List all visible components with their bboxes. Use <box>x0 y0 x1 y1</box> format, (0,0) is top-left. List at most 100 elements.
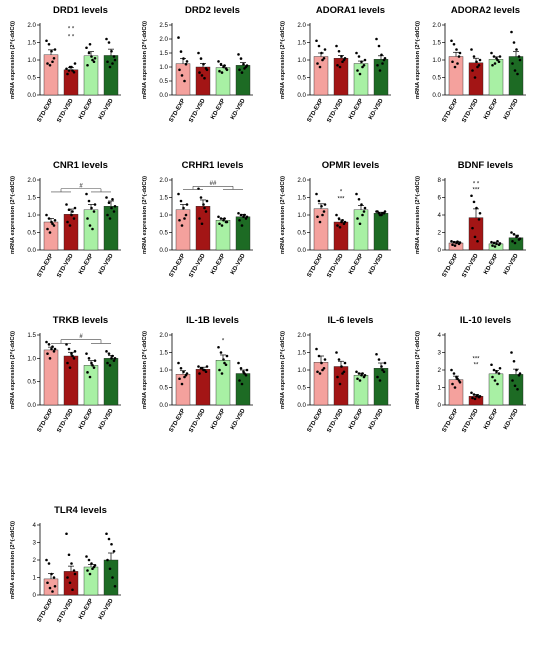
data-point <box>337 358 341 361</box>
data-point <box>492 55 496 58</box>
data-point <box>470 48 473 51</box>
data-point <box>220 372 224 375</box>
data-point <box>493 379 497 382</box>
data-point <box>323 358 327 361</box>
significance-stars: *** <box>337 196 345 202</box>
data-point <box>512 232 516 236</box>
bar-std-vsd <box>195 66 211 96</box>
bar-std-vsd <box>333 221 349 251</box>
data-point <box>515 368 518 372</box>
y-axis-label: mRNA expression (2^(-ddCt)) <box>10 176 16 254</box>
data-point <box>239 213 243 217</box>
data-point <box>377 358 381 361</box>
y-tick-label: 1.0 <box>27 212 36 219</box>
data-point <box>378 213 382 217</box>
y-tick-label: 2.0 <box>159 36 168 43</box>
y-tick-label: 0.0 <box>159 402 168 409</box>
data-point <box>493 245 497 248</box>
data-point <box>341 372 344 375</box>
data-point <box>358 222 362 226</box>
category-label: KD-VSD <box>98 97 115 120</box>
data-point <box>497 60 501 64</box>
data-point <box>85 192 88 196</box>
data-point <box>476 239 479 243</box>
data-point <box>53 347 57 351</box>
y-tick-label: 2.5 <box>159 22 168 29</box>
bar-std-vsd <box>195 206 211 251</box>
data-point <box>111 576 114 579</box>
data-point <box>476 394 479 397</box>
data-point <box>516 234 519 238</box>
data-point <box>456 62 459 65</box>
data-point <box>182 370 185 374</box>
significance-stars: *** <box>472 187 480 193</box>
data-point <box>71 210 74 213</box>
bar-std-exp <box>313 208 329 251</box>
bar-std-exp <box>175 209 191 251</box>
bar-kd-vsd <box>373 213 389 251</box>
data-point <box>517 55 521 58</box>
y-axis-label: mRNA expression (2^(-ddCt)) <box>10 521 16 599</box>
y-tick-label: 0.5 <box>297 75 306 82</box>
data-point <box>457 55 461 58</box>
data-point <box>47 562 51 565</box>
y-tick-label: 0.0 <box>159 247 168 254</box>
bar-kd-exp <box>215 360 231 406</box>
data-point <box>71 354 74 358</box>
data-point <box>238 68 241 72</box>
data-point <box>183 217 186 220</box>
data-point <box>180 382 184 386</box>
data-point <box>90 562 93 565</box>
bar-std-vsd <box>468 217 484 251</box>
bar-kd-vsd <box>103 559 119 596</box>
data-point <box>512 41 516 44</box>
data-point <box>185 203 189 206</box>
data-point <box>111 62 114 65</box>
data-point <box>223 361 226 365</box>
data-point <box>239 366 243 370</box>
data-point <box>476 65 479 69</box>
panel-title: IL-10 levels <box>460 315 511 326</box>
bracket-significance: # <box>79 334 83 340</box>
y-tick-label: 0.0 <box>297 92 306 99</box>
data-point <box>360 203 363 206</box>
data-point <box>490 240 493 244</box>
data-point <box>112 359 116 362</box>
data-point <box>179 366 183 370</box>
data-point <box>380 53 383 57</box>
data-point <box>242 62 245 66</box>
category-label: KD-EXP <box>348 253 365 276</box>
data-point <box>336 63 339 67</box>
data-point <box>225 354 229 358</box>
bar-kd-exp <box>83 365 99 406</box>
bar-std-vsd <box>195 369 211 406</box>
y-tick-label: 0 <box>438 247 442 254</box>
category-label: KD-EXP <box>78 408 95 431</box>
data-point <box>50 572 53 576</box>
data-point <box>316 62 319 65</box>
y-tick-label: 0.0 <box>27 247 36 254</box>
data-point <box>91 567 94 571</box>
data-point <box>355 51 358 55</box>
data-point <box>93 359 97 362</box>
y-tick-label: 4 <box>438 332 442 339</box>
data-point <box>317 44 321 48</box>
data-point <box>375 37 378 41</box>
data-point <box>451 60 454 64</box>
data-point <box>452 240 456 244</box>
category-label: STD-EXP <box>442 98 460 124</box>
data-point <box>473 397 477 401</box>
data-point <box>177 361 180 365</box>
data-point <box>68 224 72 227</box>
data-point <box>322 366 326 370</box>
data-point <box>198 217 201 220</box>
data-point <box>477 218 481 221</box>
data-point <box>238 218 241 222</box>
y-tick-label: 0.5 <box>27 379 36 386</box>
data-point <box>471 396 474 400</box>
bar-kd-vsd <box>103 55 119 96</box>
data-point <box>317 199 321 203</box>
data-point <box>93 563 97 567</box>
